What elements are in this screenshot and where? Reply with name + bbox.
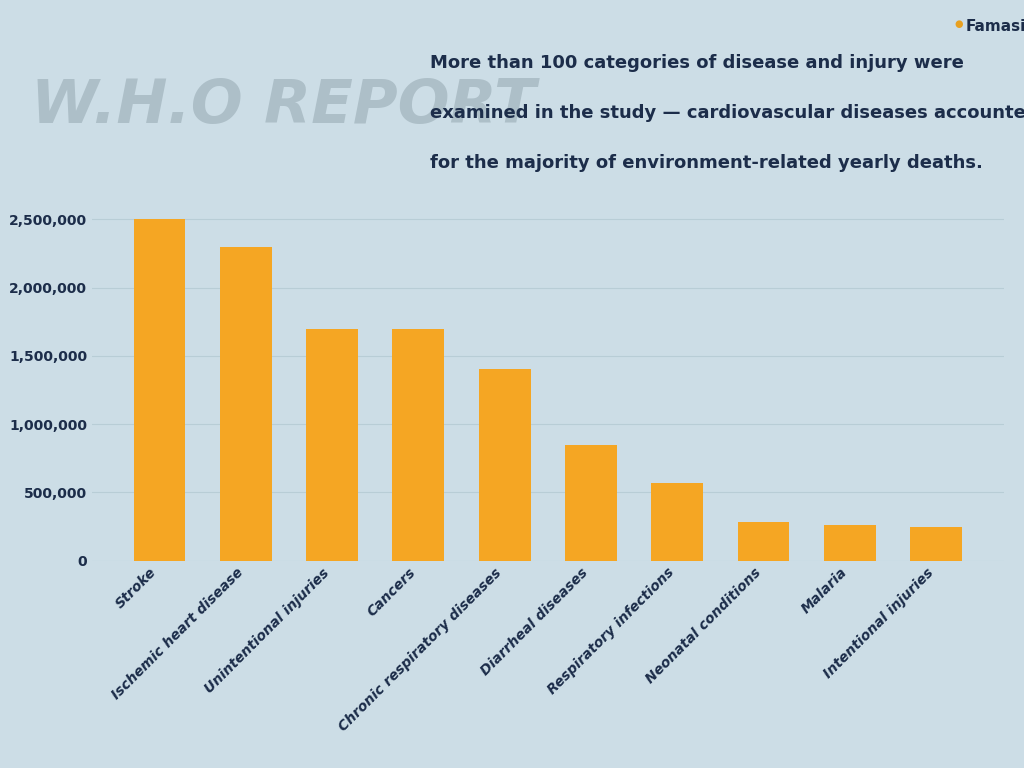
Text: examined in the study — cardiovascular diseases accounted: examined in the study — cardiovascular d… [430, 104, 1024, 121]
Text: Famasi.: Famasi. [966, 19, 1024, 35]
Bar [133, 220, 185, 561]
Bar [910, 527, 963, 561]
Bar [651, 483, 703, 561]
Text: More than 100 categories of disease and injury were: More than 100 categories of disease and … [430, 54, 964, 71]
Text: for the majority of environment-related yearly deaths.: for the majority of environment-related … [430, 154, 983, 171]
Bar [306, 329, 358, 561]
Bar [479, 369, 530, 561]
Bar [737, 522, 790, 561]
Bar [565, 445, 616, 561]
Bar [220, 247, 271, 561]
Text: W.H.O REPORT: W.H.O REPORT [31, 77, 536, 136]
Bar [392, 329, 444, 561]
Text: ●: ● [954, 19, 963, 29]
Bar [824, 525, 876, 561]
